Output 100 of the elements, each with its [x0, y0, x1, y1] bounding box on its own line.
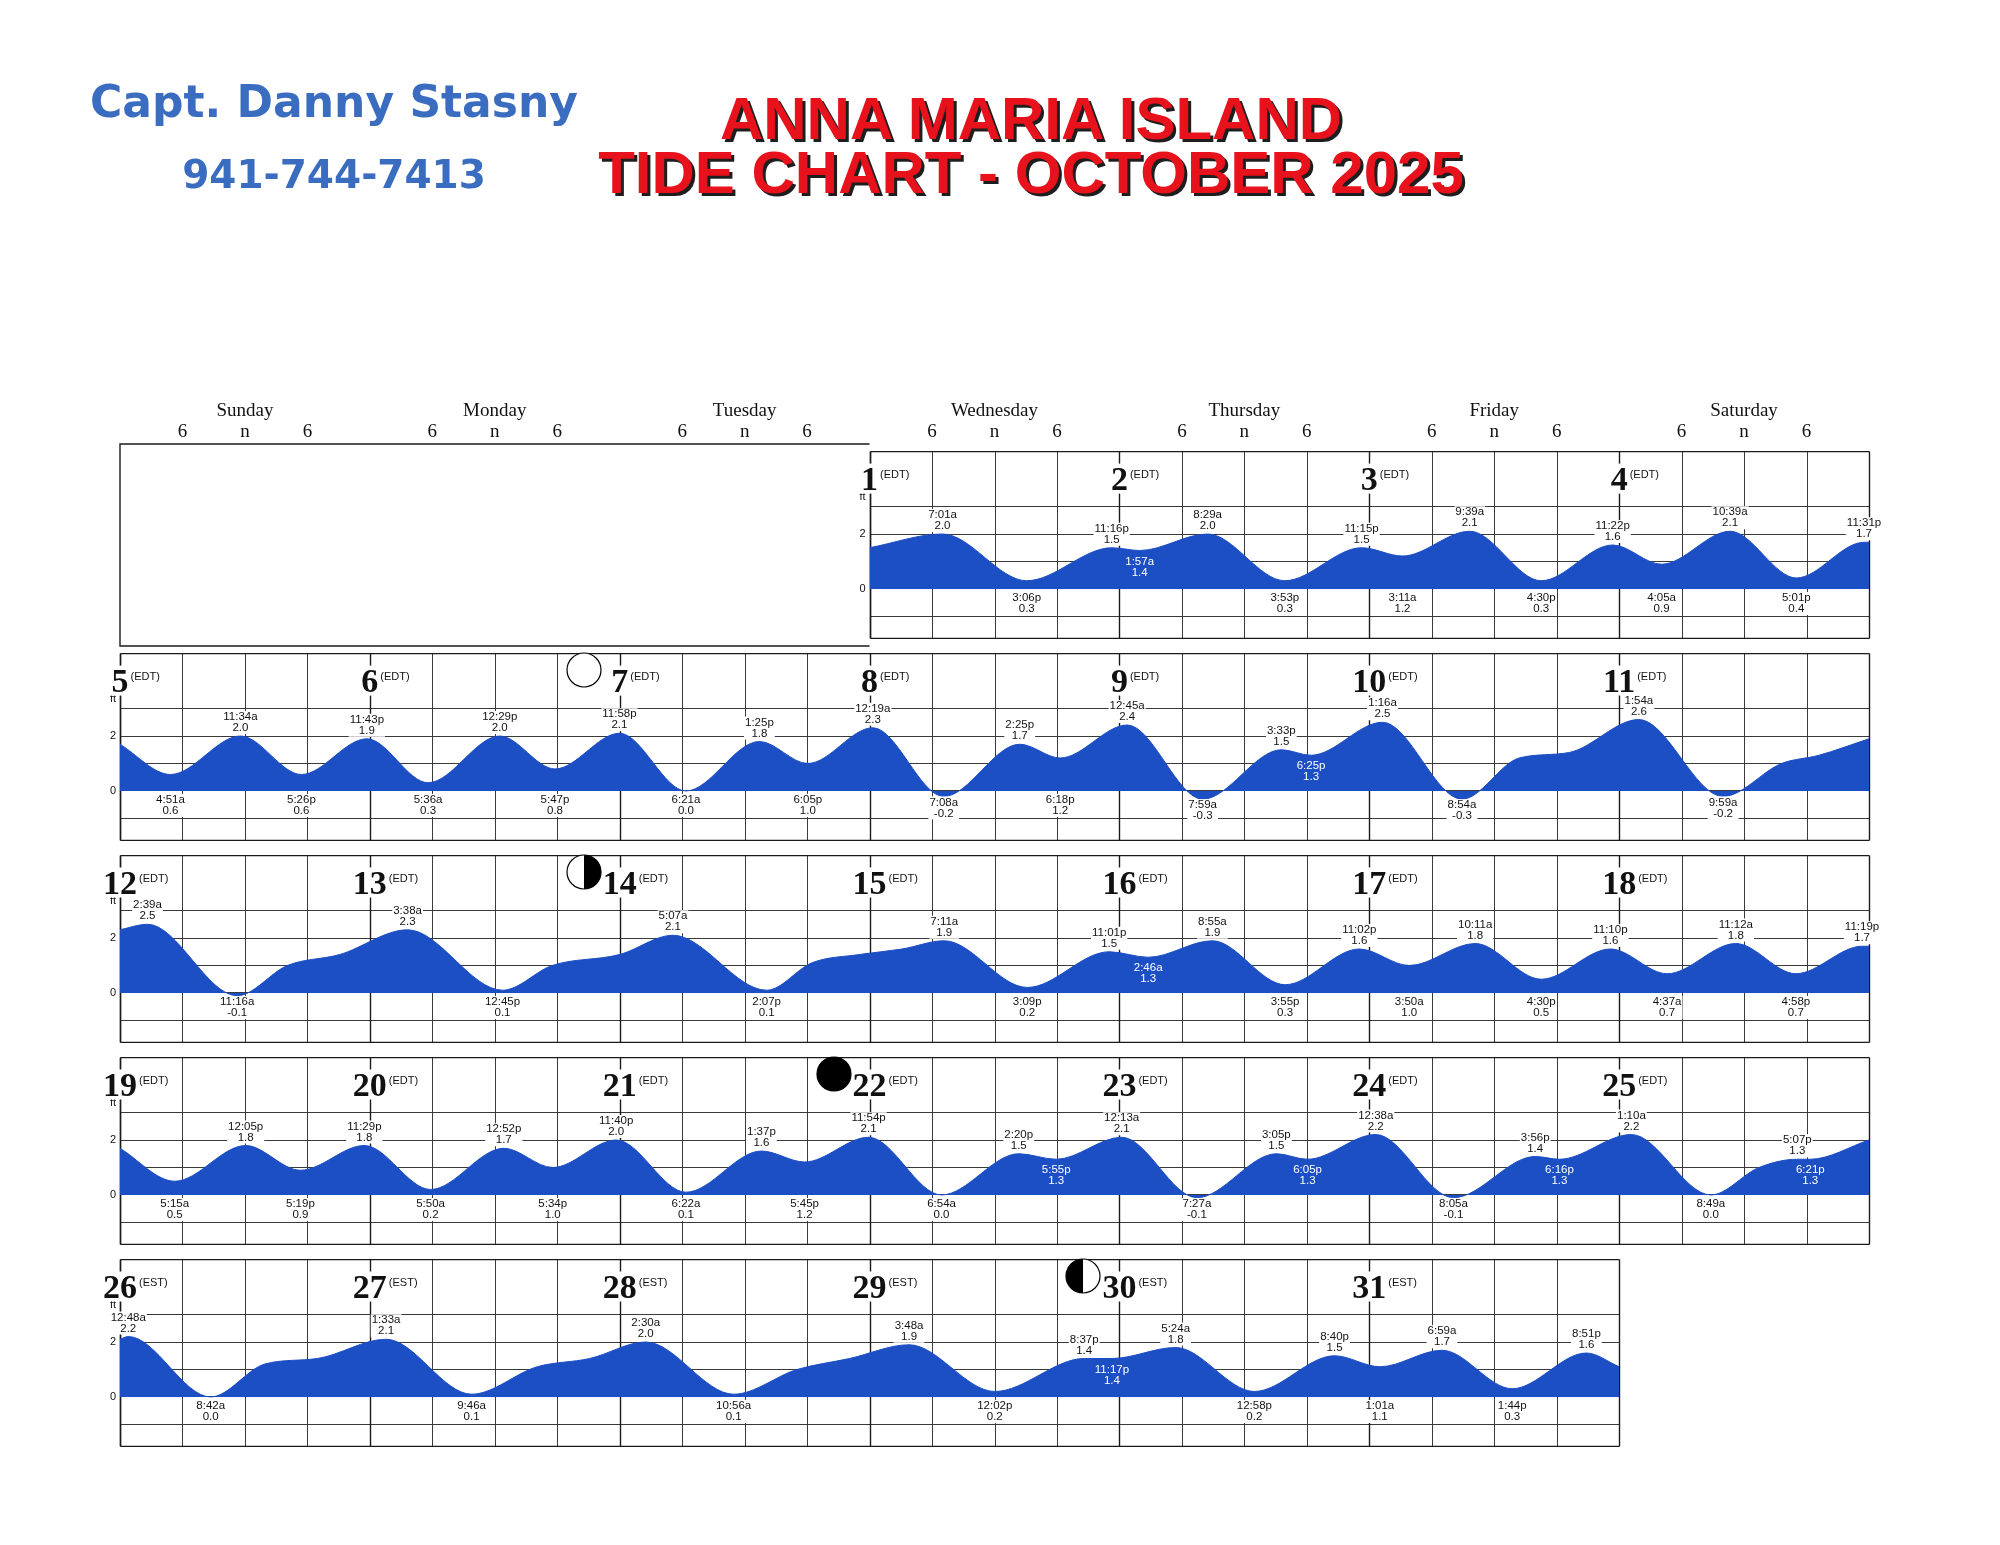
annotation: (EDT)	[1388, 1073, 1418, 1086]
text: 6	[177, 420, 188, 441]
x-tick-label: 21	[602, 1065, 637, 1103]
x-tick-label: 9	[1110, 661, 1128, 699]
data-label: 5:34p 1.0	[538, 1197, 568, 1221]
data-label: 1:25p 1.8	[744, 715, 774, 739]
data-label: 11:58p 2.1	[602, 707, 637, 731]
annotation: (EDT)	[388, 871, 419, 884]
data-label: 4:58p 0.7	[1781, 995, 1811, 1019]
data-label: 3:50a 1.0	[1394, 995, 1425, 1019]
x-tick-label: 31	[1352, 1267, 1387, 1305]
x-tick-label: 6	[361, 661, 379, 699]
x-tick-label: 29	[852, 1267, 887, 1305]
annotation: (EDT)	[380, 669, 410, 682]
data-label: 1:57a 1.4	[1125, 554, 1155, 578]
y-tick-label: 2	[109, 1335, 116, 1348]
y-tick-label: 0	[109, 1187, 116, 1200]
annotation: (EST)	[638, 1275, 668, 1288]
text: n	[1239, 420, 1250, 441]
data-label: 3:56p 1.4	[1520, 1130, 1550, 1154]
data-label: 11:02p 1.6	[1342, 923, 1377, 947]
data-label: 4:37a 0.7	[1652, 995, 1683, 1019]
annotation: (EDT)	[880, 669, 910, 682]
data-label: 12:02p 0.2	[977, 1399, 1013, 1423]
data-label: 11:29p 1.8	[347, 1119, 382, 1143]
data-label: 6:59a 1.7	[1427, 1324, 1457, 1348]
data-label: 5:19p 0.9	[286, 1197, 315, 1221]
y-tick-label: 0	[859, 581, 866, 594]
text: 6	[552, 420, 562, 441]
annotation: (EDT)	[1129, 467, 1160, 480]
data-label: 5:15a 0.5	[160, 1197, 190, 1221]
data-label: 9:39a 2.1	[1455, 505, 1485, 529]
x-tick-label: 3	[1360, 459, 1378, 497]
data-label: 11:12a 1.8	[1718, 917, 1754, 941]
annotation: (EST)	[888, 1275, 918, 1288]
data-label: 11:15p 1.5	[1344, 521, 1379, 545]
text: n	[240, 420, 250, 441]
text: n	[490, 420, 500, 441]
x-tick-label: 28	[602, 1267, 637, 1305]
annotation: (EST)	[139, 1275, 168, 1288]
data-label: 2:20p 1.5	[1004, 1127, 1034, 1151]
data-label: 7:08a -0.2	[929, 795, 959, 819]
data-label: 5:36a 0.3	[413, 793, 444, 817]
data-label: 12:45p 0.1	[484, 995, 521, 1019]
data-label: 12:13a 2.1	[1104, 1111, 1140, 1135]
data-label: 2:46a 1.3	[1133, 961, 1164, 985]
data-label: 4:30p 0.3	[1526, 591, 1556, 615]
text: 941-744-7413	[182, 152, 486, 197]
data-label: 7:59a -0.3	[1188, 798, 1218, 822]
data-label: 1:16a 2.5	[1368, 696, 1398, 720]
data-label: 8:55a 1.9	[1197, 914, 1228, 938]
data-label: 3:11a 1.2	[1388, 591, 1418, 615]
annotation: (EDT)	[139, 1073, 169, 1086]
x-tick-label: 7	[611, 661, 629, 699]
data-label: 3:53p 0.3	[1270, 591, 1300, 615]
annotation: (EDT)	[880, 467, 910, 480]
text: 6	[1052, 420, 1062, 441]
data-label: 12:48a 2.2	[110, 1310, 147, 1334]
data-label: 11:10p 1.6	[1593, 923, 1628, 947]
annotation: (EDT)	[388, 1073, 419, 1086]
data-label: 11:17p 1.4	[1094, 1362, 1130, 1386]
text: 6	[1801, 420, 1812, 441]
data-label: 3:55p 0.3	[1270, 995, 1300, 1019]
data-label: 2:39a 2.5	[133, 898, 163, 922]
text: 6	[1177, 420, 1187, 441]
text: n	[989, 420, 1000, 441]
text: n	[1489, 420, 1499, 441]
data-label: 7:27a -0.1	[1182, 1197, 1212, 1221]
data-label: 11:54p 2.1	[851, 1111, 886, 1135]
text: 6	[1551, 420, 1562, 441]
data-label: 1:33a 2.1	[371, 1313, 402, 1337]
data-label: 5:47p 0.8	[540, 793, 570, 817]
y-tick-label: 0	[109, 985, 116, 998]
text: Saturday	[1710, 399, 1778, 420]
data-label: 8:40p 1.5	[1320, 1329, 1349, 1353]
annotation: (EDT)	[1388, 669, 1418, 682]
data-label: 8:42a 0.0	[196, 1399, 226, 1423]
text: 6	[1302, 420, 1312, 441]
y-tick-label: 2	[109, 729, 116, 742]
y-tick-label: 0	[109, 783, 116, 796]
data-label: 6:25p 1.3	[1296, 759, 1326, 783]
data-label: 3:05p 1.5	[1261, 1127, 1291, 1151]
data-label: 6:05p 1.3	[1293, 1163, 1322, 1187]
annotation: (EST)	[1388, 1275, 1418, 1288]
data-label: 11:34a 2.0	[223, 710, 259, 734]
data-label: 2:25p 1.7	[1005, 718, 1035, 742]
annotation: (EDT)	[1638, 871, 1668, 884]
data-label: 4:51a 0.6	[156, 793, 186, 817]
data-label: 9:46a 0.1	[457, 1399, 487, 1423]
annotation: (EDT)	[1629, 467, 1659, 480]
annotation: (EST)	[1138, 1275, 1168, 1288]
x-tick-label: 15	[852, 863, 887, 901]
data-label: 6:18p 1.2	[1045, 793, 1075, 817]
y-tick-label: 2	[109, 1133, 116, 1146]
annotation: (EDT)	[1138, 871, 1168, 884]
data-label: 11:31p 1.7	[1846, 516, 1882, 540]
data-label: 2:07p 0.1	[752, 995, 782, 1019]
annotation: (EDT)	[638, 1073, 669, 1086]
text: 6	[427, 420, 438, 441]
x-tick-label: 10	[1352, 661, 1387, 699]
